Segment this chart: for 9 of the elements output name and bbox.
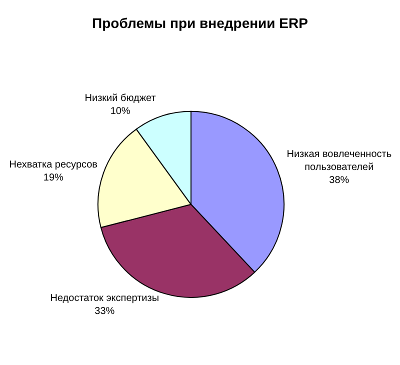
data-label: 33% [94, 306, 115, 317]
data-label: 38% [329, 175, 350, 186]
slice-label: Недостаток экспертизы [50, 292, 160, 304]
slice-label: Низкий бюджет [84, 93, 156, 104]
slice-label: Нехватка ресурсов [9, 160, 98, 171]
data-label: 10% [110, 106, 130, 118]
chart-title: Проблемы при внедрении ERP [92, 15, 308, 32]
data-label: 19% [43, 172, 64, 184]
slice-label: Низкая вовлеченность пользователей [286, 149, 392, 174]
